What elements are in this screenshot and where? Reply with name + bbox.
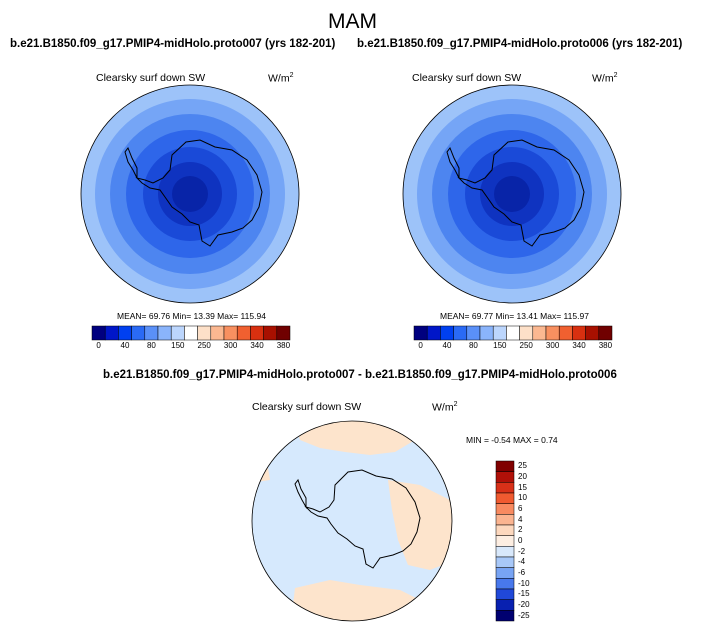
colorbar-tick-label: 340 [572, 341, 586, 350]
left-variable-name: Clearsky surf down SW [96, 72, 206, 84]
right-colorbar [413, 325, 613, 341]
right-colorbar-ticks: 0 40 80 150 250 300 340 380 [414, 341, 612, 353]
left-peninsula-coastline [124, 146, 138, 179]
colorbar-tick-label: 0 [96, 341, 101, 350]
colorbar-tick-label: 15 [518, 482, 527, 492]
colorbar-tick-label: -20 [518, 600, 530, 609]
colorbar-swatch [495, 610, 515, 622]
left-units: W/m2 [268, 72, 294, 85]
diff-antarctica-coastline [304, 469, 421, 569]
right-peninsula-coastline [446, 146, 460, 179]
colorbar-tick-label: 300 [545, 341, 560, 350]
colorbar-swatch [495, 578, 515, 590]
colorbar-tick-label: 0 [418, 341, 423, 350]
diff-units: W/m2 [432, 401, 458, 414]
right-antarctica-coastline [457, 139, 585, 247]
colorbar-tick-label: 80 [468, 341, 478, 350]
colorbar-tick-label: -6 [518, 568, 526, 577]
colorbar-swatch [495, 546, 515, 558]
colorbar-tick-label: 6 [518, 504, 523, 513]
colorbar-tick-label: 380 [276, 341, 291, 350]
colorbar-tick-label: -15 [518, 589, 530, 599]
colorbar-tick-label: 40 [442, 341, 452, 350]
left-colorbar [91, 325, 291, 341]
right-map-rings [402, 84, 622, 304]
colorbar-swatch [495, 556, 515, 568]
colorbar-swatch [598, 325, 613, 341]
colorbar-swatch [495, 535, 515, 547]
right-case-title: b.e21.B1850.f09_g17.PMIP4-midHolo.proto0… [357, 38, 683, 50]
colorbar-tick-label: 0 [518, 536, 523, 545]
diff-colorbar [495, 460, 515, 622]
colorbar-swatch [495, 524, 515, 536]
colorbar-tick-label: 10 [518, 493, 527, 503]
diff-variable-name: Clearsky surf down SW [252, 401, 362, 413]
colorbar-tick-label: 340 [250, 341, 264, 350]
colorbar-tick-label: 2 [518, 525, 523, 535]
season-title: MAM [328, 10, 377, 33]
colorbar-tick-label: -10 [518, 578, 530, 588]
colorbar-swatch [495, 492, 515, 504]
colorbar-tick-label: 20 [518, 472, 527, 481]
colorbar-swatch [276, 325, 291, 341]
diff-peninsula-coastline [294, 478, 307, 509]
colorbar-tick-label: 380 [598, 341, 613, 350]
left-antarctica-coastline [135, 139, 263, 247]
left-map-rings [80, 84, 300, 304]
colorbar-tick-label: 25 [518, 461, 527, 471]
colorbar-tick-label: 300 [223, 341, 238, 350]
diff-stats: MIN = -0.54 MAX = 0.74 [466, 435, 558, 445]
diff-colorbar-ticks: 25 20 15 10 6 4 2 0 -2 -4 -6 -10 -15 -20 -25 [518, 461, 548, 621]
left-stats: MEAN= 69.76 Min= 13.39 Max= 115.94 [117, 311, 266, 321]
left-case-title: b.e21.B1850.f09_g17.PMIP4-midHolo.proto0… [10, 38, 336, 50]
colorbar-tick-label: 80 [146, 341, 156, 350]
colorbar-tick-label: -25 [518, 610, 530, 620]
colorbar-tick-label: -4 [518, 557, 526, 567]
colorbar-tick-label: -2 [518, 546, 526, 556]
colorbar-swatch [495, 503, 515, 515]
colorbar-tick-label: 40 [120, 341, 130, 350]
colorbar-swatch [495, 482, 515, 494]
colorbar-tick-label: 250 [519, 341, 533, 350]
left-colorbar-ticks: 0 40 80 150 250 300 340 380 [92, 341, 290, 353]
colorbar-tick-label: 4 [518, 514, 523, 524]
right-stats: MEAN= 69.77 Min= 13.41 Max= 115.97 [440, 311, 589, 321]
colorbar-swatch [495, 599, 515, 611]
colorbar-swatch [495, 460, 515, 472]
colorbar-tick-label: 150 [493, 341, 507, 350]
colorbar-swatch [495, 471, 515, 483]
right-variable-name: Clearsky surf down SW [412, 72, 522, 84]
colorbar-swatch [495, 588, 515, 600]
diff-title: b.e21.B1850.f09_g17.PMIP4-midHolo.proto0… [103, 369, 617, 381]
colorbar-swatch [495, 514, 515, 526]
colorbar-tick-label: 250 [197, 341, 211, 350]
right-units: W/m2 [592, 72, 618, 85]
colorbar-tick-label: 150 [171, 341, 185, 350]
colorbar-swatch [495, 567, 515, 579]
